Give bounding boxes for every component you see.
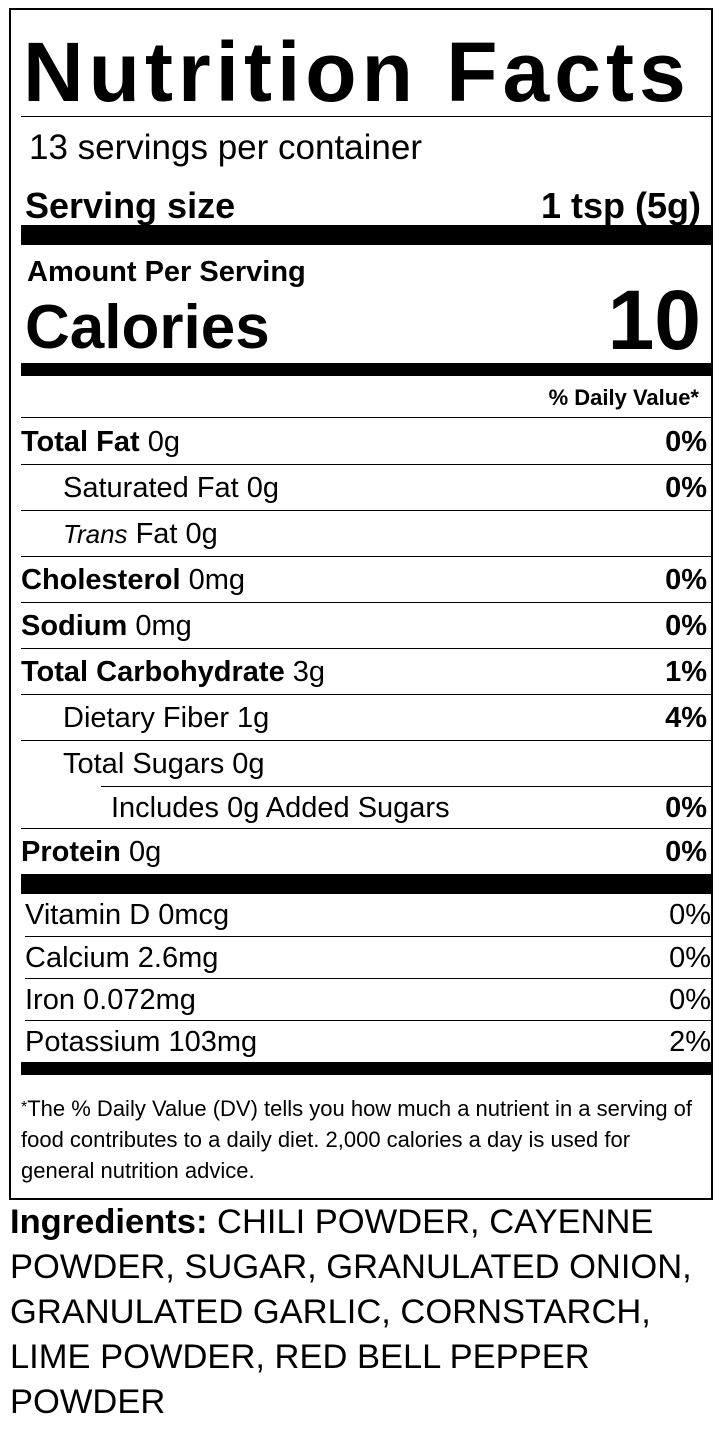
nutrient-label: Fat [127,518,178,550]
nutrient-row-trans-fat: Trans Fat 0g [21,512,711,558]
nutrient-label-italic: Trans [63,519,128,549]
nutrient-label: Total Fat [21,426,140,458]
divider-thin [25,1020,711,1021]
calories-value: 10 [607,273,701,367]
serving-size-value: 1 tsp (5g) [540,185,701,226]
divider-thin [21,556,711,557]
nutrient-row-saturated-fat: Saturated Fat 0g 0% [21,466,711,512]
nutrient-row-added-sugars: Includes 0g Added Sugars 0% [21,786,711,832]
vitamin-dv: 0% [669,942,711,974]
divider-thin [21,828,711,829]
nutrient-row-dietary-fiber: Dietary Fiber 1g 4% [21,696,711,742]
nutrient-row-protein: Protein 0g 0% [21,830,711,876]
serving-size-label: Serving size [25,185,236,226]
vitamin-row-potassium: Potassium 103mg 2% [25,1021,711,1063]
divider-medium [21,363,711,376]
nutrient-label: Protein [21,836,121,868]
nutrient-amount: 1g [229,702,270,734]
daily-value-header: % Daily Value* [548,385,699,410]
nutrient-dv: 1% [665,656,707,688]
vitamin-dv: 0% [669,984,711,1016]
ingredients-label: Ingredients: [10,1203,208,1241]
vitamin-dv: 0% [669,899,711,931]
amount-per-serving: Amount Per Serving [27,256,306,288]
nutrient-dv: 0% [665,472,707,504]
nutrient-dv: 0% [665,564,707,596]
nutrient-row-total-sugars: Total Sugars 0g [21,742,711,788]
nutrient-dv: 0% [665,610,707,642]
divider-thin [21,464,711,465]
nutrient-amount: 3g [284,656,326,688]
nutrient-label: Total Carbohydrate [21,656,285,688]
nutrient-row-sodium: Sodium 0mg 0% [21,604,711,650]
nutrient-label: Sodium [21,610,128,642]
nutrient-label: Includes 0g Added Sugars [111,792,450,824]
nutrient-dv: 0% [665,792,707,824]
daily-value-footnote: *The % Daily Value (DV) tells you how mu… [21,1092,701,1186]
divider-thin [21,510,711,511]
nutrient-row-total-carbohydrate: Total Carbohydrate 3g 1% [21,650,711,696]
divider-medium [21,1062,711,1075]
ingredients-statement: Ingredients: CHILI POWDER, CAYENNE POWDE… [10,1200,716,1425]
nutrient-dv: 4% [665,702,707,734]
vitamin-dv: 2% [669,1026,711,1058]
divider-thin-indented [101,786,711,787]
vitamin-row-iron: Iron 0.072mg 0% [25,979,711,1021]
nutrient-dv: 0% [665,426,707,458]
vitamin-label: Iron 0.072mg [25,984,196,1016]
divider-thin [21,116,711,117]
nutrient-amount: 0mg [180,564,246,596]
footnote-text: The % Daily Value (DV) tells you how muc… [21,1096,693,1183]
divider-thin [21,694,711,695]
nutrient-amount: 0g [139,426,181,458]
divider-thin [21,740,711,741]
vitamin-row-vitamin-d: Vitamin D 0mcg 0% [25,894,711,936]
divider-thin [21,602,711,603]
divider-thick [21,874,711,894]
divider-thin [25,936,711,937]
vitamin-row-calcium: Calcium 2.6mg 0% [25,937,711,979]
nutrient-amount: 0g [177,518,218,550]
divider-thin [25,978,711,979]
divider-thick [21,225,711,245]
nutrient-dv: 0% [665,836,707,868]
nutrient-label: Dietary Fiber [63,702,229,734]
vitamin-label: Vitamin D 0mcg [25,899,230,931]
nutrition-facts-title: Nutrition Facts [23,25,691,119]
calories-label: Calories [25,293,270,362]
vitamin-label: Potassium 103mg [25,1026,258,1058]
nutrient-row-total-fat: Total Fat 0g 0% [21,420,711,466]
nutrient-row-cholesterol: Cholesterol 0mg 0% [21,558,711,604]
footnote-asterisk: * [21,1099,28,1116]
nutrient-amount: 0g [238,472,280,504]
servings-per-container: 13 servings per container [29,128,422,167]
vitamin-label: Calcium 2.6mg [25,942,219,974]
nutrient-amount: 0mg [127,610,192,642]
nutrient-amount: 0g [120,836,162,868]
nutrient-label: Saturated Fat [63,472,239,504]
nutrient-amount: 0g [224,748,265,780]
nutrition-facts-panel: Nutrition Facts 13 servings per containe… [9,8,713,1200]
nutrient-label: Total Sugars [63,748,225,780]
divider-thin [21,417,711,418]
ingredients-list: CHILI POWDER, CAYENNE POWDER, SUGAR, GRA… [10,1203,692,1421]
nutrient-label: Cholesterol [21,564,181,596]
divider-thin [21,648,711,649]
